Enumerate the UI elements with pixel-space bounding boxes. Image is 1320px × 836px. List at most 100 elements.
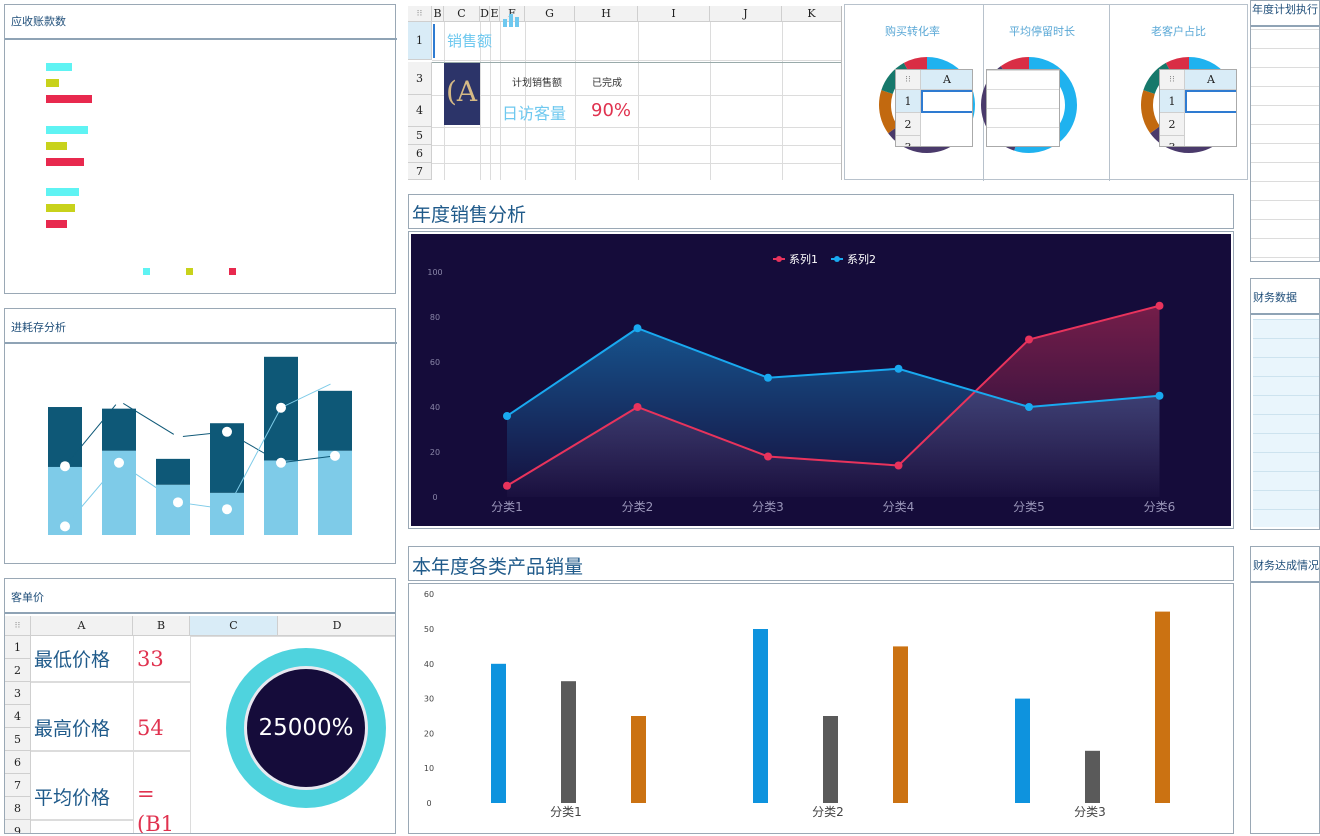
ring-divider-2: [1109, 5, 1110, 181]
visitors-label: 日访客量: [502, 104, 567, 123]
mini1-active-cell[interactable]: [921, 90, 972, 113]
row-header-7[interactable]: 7: [5, 774, 31, 797]
product-bar: [893, 646, 908, 803]
area-fill: [507, 328, 1160, 497]
inventory-bar: [318, 390, 352, 451]
avg-formula-line-1: =(B1: [137, 782, 174, 834]
max-price-value[interactable]: 54: [134, 705, 190, 751]
product-bar: [561, 681, 576, 803]
mini3-col-a[interactable]: A: [1185, 70, 1236, 90]
top-col-k[interactable]: K: [782, 6, 841, 22]
mini3-corner[interactable]: ⁝⁝: [1160, 70, 1185, 90]
mini1-corner[interactable]: ⁝⁝: [896, 70, 921, 90]
plan-label: 计划销售额: [512, 78, 562, 89]
top-col-d[interactable]: D: [480, 6, 490, 22]
finance-data-grid[interactable]: [1253, 319, 1319, 527]
area-line: [506, 327, 1160, 417]
annual-sales-chart: 0 20 40 60 80 100 分类1 分类2 分类3 分类4 分类5 分类6 系列1 系列2: [411, 234, 1231, 526]
inventory-point: [330, 376, 340, 387]
mini3-active-cell[interactable]: [1185, 90, 1236, 113]
top-col-i[interactable]: I: [638, 6, 710, 22]
top-row-1[interactable]: 1: [408, 22, 432, 60]
area-y-tick: 20: [430, 448, 440, 457]
finance-data-divider: [1251, 313, 1319, 315]
area-legend-label: 系列1: [789, 252, 818, 266]
finance-achievement-divider: [1251, 581, 1319, 583]
top-col-e[interactable]: E: [490, 6, 500, 22]
mini1-col-a[interactable]: A: [921, 70, 972, 90]
product-y-tick: 50: [424, 625, 434, 634]
min-price-value[interactable]: 33: [134, 636, 190, 682]
product-bar: [491, 663, 506, 803]
finance-data-panel: 财务数据: [1250, 278, 1320, 530]
image-cell[interactable]: (A: [444, 63, 480, 125]
min-price-cell[interactable]: 最低价格: [31, 636, 133, 682]
col-header-c[interactable]: C: [190, 616, 278, 636]
top-row-7[interactable]: 7: [408, 163, 432, 180]
max-price-cell[interactable]: 最高价格: [31, 705, 133, 751]
area-y-tick: 40: [430, 403, 440, 412]
top-col-g[interactable]: G: [525, 6, 575, 22]
receivables-bar: [46, 142, 67, 150]
annual-plan-panel: 年度计划执行: [1250, 0, 1320, 262]
area-point: [633, 324, 642, 333]
mini3-row-2[interactable]: 2: [1160, 113, 1185, 136]
row-header-8[interactable]: 8: [5, 797, 31, 820]
area-point: [894, 364, 903, 373]
top-row-6[interactable]: 6: [408, 145, 432, 163]
inventory-bar: [48, 407, 82, 467]
product-sales-title: 本年度各类产品销量: [412, 556, 584, 578]
mini3-row-3[interactable]: 3: [1160, 136, 1185, 146]
row-header-4[interactable]: 4: [5, 705, 31, 728]
top-col-b[interactable]: B: [432, 6, 444, 22]
row-header-1[interactable]: 1: [5, 636, 31, 659]
mini1-row-2[interactable]: 2: [896, 113, 921, 136]
sales-cell[interactable]: [433, 24, 499, 58]
inventory-point: [330, 450, 340, 461]
receivables-legend-swatch: [143, 268, 150, 275]
col-header-b[interactable]: B: [133, 616, 190, 636]
top-select-all[interactable]: ⁝⁝: [408, 6, 432, 22]
rings-panel: 购买转化率 平均停留时长 老客户占比 ⁝⁝ A 1 2 3 ⁝⁝ A 1 2 3: [844, 4, 1248, 181]
inventory-point: [173, 497, 183, 508]
mini-sheet-2[interactable]: [986, 69, 1060, 147]
mini1-row-1[interactable]: 1: [896, 90, 921, 113]
chart-icon[interactable]: [502, 10, 524, 28]
avg-price-formula[interactable]: =(B1 +B: [134, 774, 190, 834]
col-header-d[interactable]: D: [278, 616, 395, 636]
top-row-5[interactable]: 5: [408, 127, 432, 145]
top-col-c[interactable]: C: [444, 6, 480, 22]
ring-segment: [1165, 57, 1190, 74]
top-row-3[interactable]: 3: [408, 62, 432, 95]
annual-plan-grid[interactable]: [1251, 29, 1319, 261]
inventory-bar: [156, 458, 190, 485]
top-row-4[interactable]: 4: [408, 95, 432, 127]
col-header-a[interactable]: A: [31, 616, 133, 636]
inventory-point: [60, 461, 70, 472]
mini3-row-1[interactable]: 1: [1160, 90, 1185, 113]
mini-sheet-3[interactable]: ⁝⁝ A 1 2 3: [1159, 69, 1237, 147]
top-col-h[interactable]: H: [575, 6, 638, 22]
price-sheet[interactable]: ⁝⁝ A B C D 1 2 3 4 5 6 7 8 9 最低价格 33 最高价…: [5, 616, 395, 834]
done-value: 90%: [591, 100, 632, 121]
mini-sheet-1[interactable]: ⁝⁝ A 1 2 3: [895, 69, 973, 147]
receivables-bar: [46, 158, 84, 166]
row-header-6[interactable]: 6: [5, 751, 31, 774]
mini1-row-3[interactable]: 3: [896, 136, 921, 146]
row-header-5[interactable]: 5: [5, 728, 31, 751]
area-point: [764, 373, 772, 382]
product-bar: [1085, 750, 1100, 803]
row-header-2[interactable]: 2: [5, 659, 31, 682]
top-col-j[interactable]: J: [710, 6, 782, 22]
avg-price-cell[interactable]: 平均价格: [31, 774, 133, 820]
row-header-3[interactable]: 3: [5, 682, 31, 705]
select-all-corner[interactable]: ⁝⁝: [5, 616, 31, 636]
row-header-9[interactable]: 9: [5, 820, 31, 833]
annual-sales-title: 年度销售分析: [412, 204, 527, 226]
area-x-tick: 分类6: [1144, 500, 1176, 514]
area-y-tick: 60: [430, 358, 440, 367]
receivables-legend-swatch: [186, 268, 193, 275]
top-sheet[interactable]: ⁝⁝ B C D E F G H I J K 1 3 4 5 6 7 销售额 (…: [408, 6, 842, 180]
product-bar: [823, 716, 838, 803]
inventory-point: [114, 395, 124, 406]
